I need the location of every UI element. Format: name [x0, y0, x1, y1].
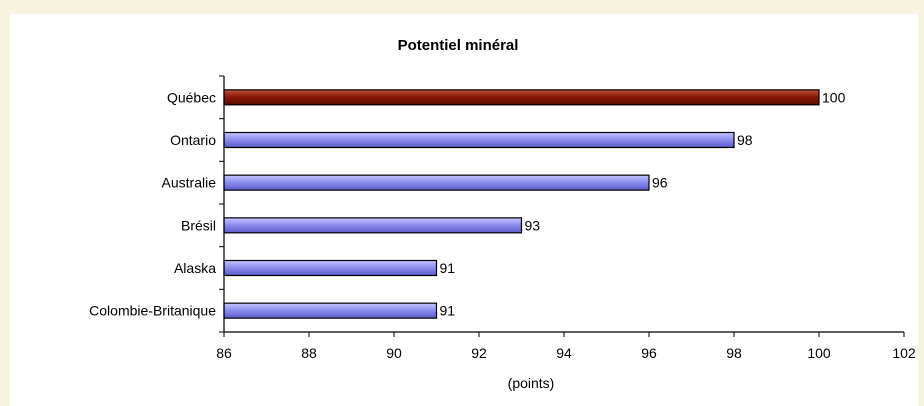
x-axis: 86 88 90 92 94 96 98 100 102	[216, 75, 916, 361]
category-label-3: Brésil	[181, 217, 216, 233]
value-label-4: 91	[440, 260, 456, 276]
bar-1	[223, 131, 735, 149]
value-label-3: 93	[525, 217, 541, 233]
x-axis-title: (points)	[508, 375, 555, 391]
x-tick-label-0: 86	[216, 345, 232, 361]
category-label-1: Ontario	[170, 132, 216, 148]
value-label-1: 98	[737, 132, 753, 148]
bar-3	[223, 217, 523, 234]
category-label-2: Australie	[162, 175, 217, 191]
x-tick-label-8: 102	[892, 345, 916, 361]
x-tick-label-3: 92	[471, 345, 487, 361]
x-tick-label-2: 90	[386, 345, 402, 361]
category-label-0: Québec	[167, 89, 216, 105]
bars-layer: 100 98 96 93 91 91	[223, 89, 846, 319]
category-labels: Québec Ontario Australie Brésil Alaska Colomb…	[89, 89, 216, 318]
chart-title: Potentiel minéral	[398, 37, 519, 54]
x-tick-label-5: 96	[641, 345, 657, 361]
x-tick-label-6: 98	[726, 345, 742, 361]
bar-0	[223, 89, 820, 106]
category-label-5: Colombie-Britanique	[89, 303, 216, 319]
bar-4	[223, 259, 438, 277]
x-tick-label-4: 94	[556, 345, 572, 361]
bar-chart: Potentiel minéral 100 98 96 93 91 91 86 88 90 92…	[89, 37, 916, 391]
value-label-2: 96	[652, 175, 668, 191]
value-label-0: 100	[822, 89, 846, 105]
chart-panel: Potentiel minéral 100 98 96 93 91 91 86 88 90 92…	[10, 14, 918, 406]
x-tick-label-7: 100	[807, 345, 831, 361]
value-label-5: 91	[440, 303, 456, 319]
category-label-4: Alaska	[174, 260, 216, 276]
x-tick-label-1: 88	[301, 345, 317, 361]
bar-2	[223, 174, 650, 191]
bar-5	[223, 302, 438, 319]
